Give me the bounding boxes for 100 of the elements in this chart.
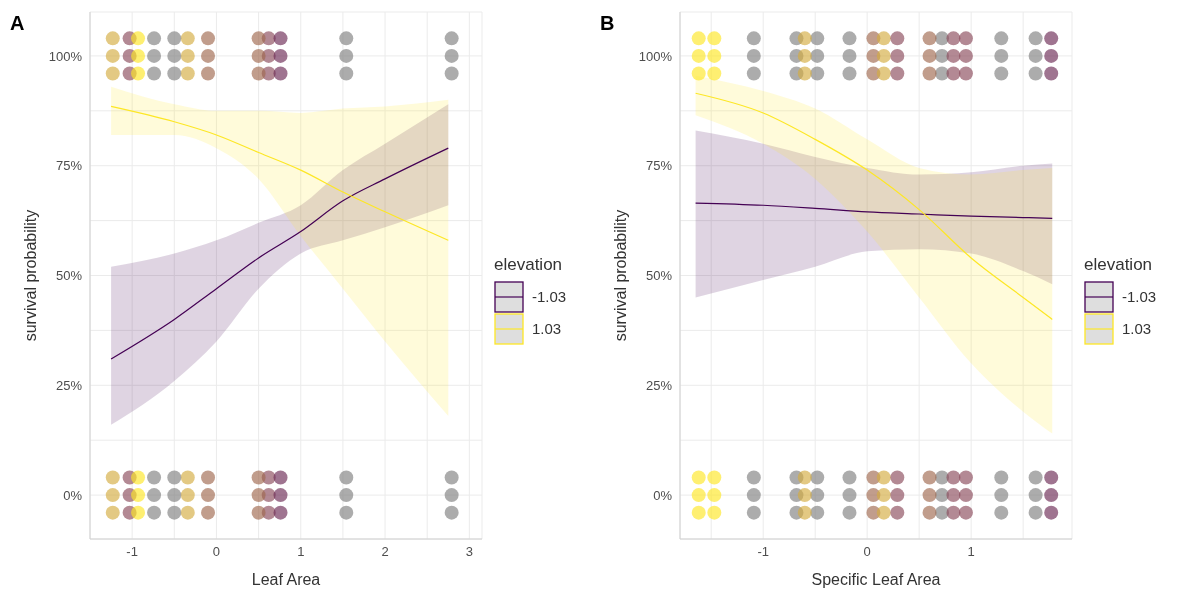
point [890,488,905,503]
point [994,66,1009,81]
point [842,48,857,63]
point [876,31,891,46]
y-tick-label: 75% [55,158,83,174]
point [105,505,120,520]
point [746,48,761,63]
point [167,48,182,63]
point [922,505,937,520]
point [746,31,761,46]
point [797,505,812,520]
point [444,470,459,485]
x-tick-label: -1 [757,544,769,560]
point [273,31,288,46]
point [251,31,266,46]
point [842,31,857,46]
point [691,470,706,485]
point [946,31,961,46]
point [691,31,706,46]
point [180,470,195,485]
point [131,66,146,81]
point [707,470,722,485]
point [273,505,288,520]
point [842,488,857,503]
point [180,488,195,503]
point [444,48,459,63]
point [1028,488,1043,503]
point [810,488,825,503]
point [147,48,162,63]
point [958,488,973,503]
x-tick-label: 3 [465,544,473,560]
point [444,505,459,520]
point [994,505,1009,520]
point [167,505,182,520]
point [890,66,905,81]
point [876,66,891,81]
point [810,31,825,46]
point [131,488,146,503]
point [1044,31,1059,46]
y-tick-label: 25% [55,377,83,393]
chart-title: A [10,12,25,35]
point [876,470,891,485]
point [1028,48,1043,63]
point [842,66,857,81]
y-tick-label: 50% [55,268,83,284]
x-tick-label: -1 [126,544,138,560]
point [1028,470,1043,485]
point [876,505,891,520]
point [273,470,288,485]
point [167,31,182,46]
x-tick-label: 0 [212,544,221,560]
point [746,488,761,503]
point [339,48,354,63]
point [339,31,354,46]
point [147,470,162,485]
line-series [695,92,1053,321]
point [339,505,354,520]
point [691,48,706,63]
point [444,31,459,46]
point [1044,505,1059,520]
point [1044,66,1059,81]
legend-label: 1.03 [1122,320,1152,337]
point [131,505,146,520]
point [994,31,1009,46]
point [105,31,120,46]
point [273,66,288,81]
legend-label: -1.03 [1122,288,1157,305]
point [1028,66,1043,81]
legend-label: 1.03 [532,320,562,337]
point [994,470,1009,485]
point [797,66,812,81]
point [946,488,961,503]
x-tick-label: 0 [863,544,871,560]
x-tick-label: 1 [297,544,305,560]
point [946,470,961,485]
point [1044,470,1059,485]
point [922,48,937,63]
point [1028,31,1043,46]
point [273,488,288,503]
point [994,48,1009,63]
point [105,488,120,503]
point [251,505,266,520]
point [201,505,216,520]
point [339,470,354,485]
x-tick-label: 2 [381,544,389,560]
point [890,470,905,485]
y-tick-label: 75% [645,158,673,174]
y-tick-label: 100% [638,48,673,64]
point [105,66,120,81]
point [797,31,812,46]
point [890,48,905,63]
point [180,505,195,520]
point [810,505,825,520]
point [273,48,288,63]
line-series [695,202,1053,220]
point [797,470,812,485]
point [201,66,216,81]
y-tick-label: 50% [645,268,673,284]
y-tick-label: 0% [653,487,673,503]
point [946,505,961,520]
